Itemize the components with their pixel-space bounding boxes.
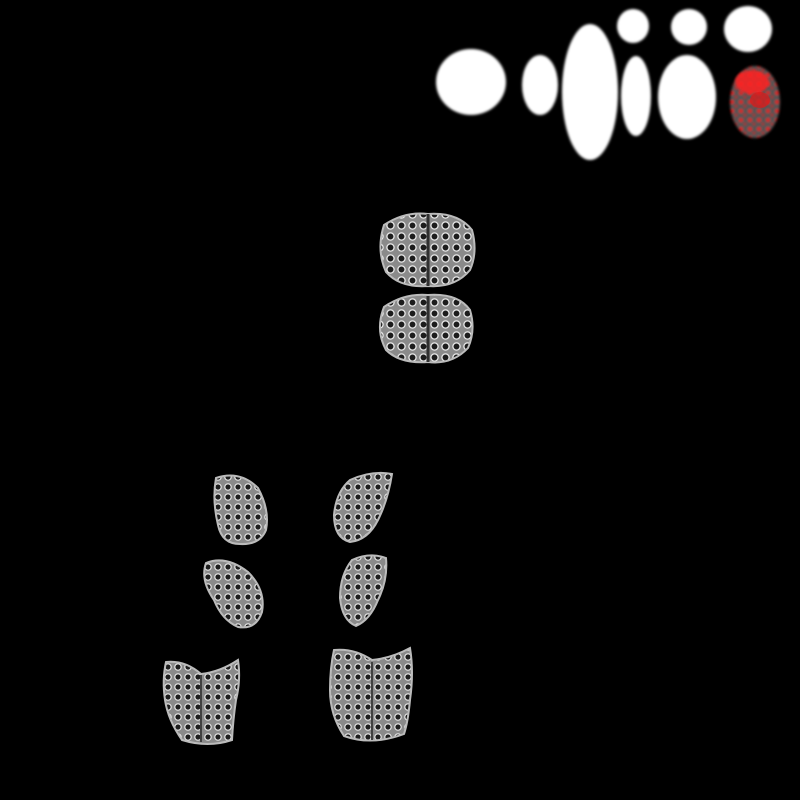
cell-section-round-top: [379, 212, 476, 288]
cell-section-right-middle: [338, 554, 388, 628]
bright-blob: [562, 24, 618, 160]
bright-blob: [617, 9, 649, 43]
cell-section-left-middle: [203, 559, 264, 629]
bright-blob: [436, 49, 506, 115]
bright-blob: [658, 55, 716, 139]
highlighted-blob: [730, 66, 780, 138]
bright-blob: [522, 55, 558, 115]
cell-section-round-bottom: [379, 293, 474, 364]
bright-blob: [621, 56, 651, 136]
cell-section-right-lower: [328, 646, 413, 742]
bright-blob: [671, 9, 707, 45]
cell-section-right-upper: [332, 471, 394, 544]
bright-blob-cluster: [436, 6, 772, 160]
cell-section-left-upper: [213, 474, 268, 546]
bright-blob: [724, 6, 772, 52]
cell-section-left-lower: [162, 658, 241, 745]
